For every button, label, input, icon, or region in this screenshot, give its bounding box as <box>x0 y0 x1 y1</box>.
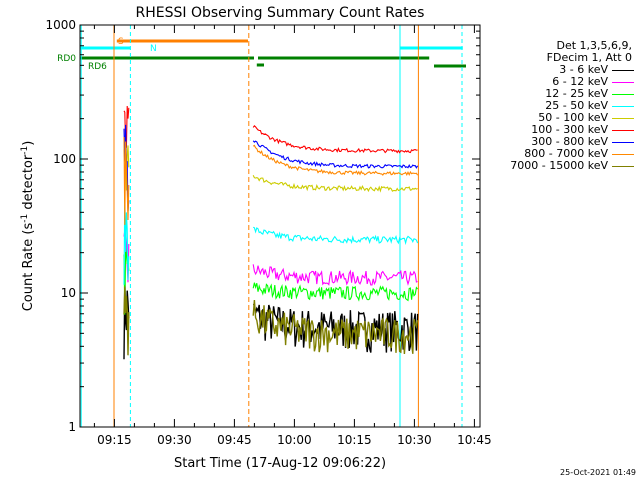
flag-bars <box>80 39 466 68</box>
x-tick-label: 10:00 <box>277 433 312 447</box>
y-tick-label: 1000 <box>45 18 76 32</box>
legend-entry: 100 - 300 keV <box>490 124 638 136</box>
legend-entry-label: 12 - 25 keV <box>545 87 608 100</box>
y-axis-label: Count Rate (s-1 detector-1) <box>20 141 36 312</box>
legend: Det 1,3,5,6,9, FDecim 1, Att 0 3 - 6 keV… <box>490 40 638 172</box>
legend-header-line-2: FDecim 1, Att 0 <box>546 51 632 64</box>
legend-entry: 12 - 25 keV <box>490 88 638 100</box>
x-axis-label: Start Time (17-Aug-12 09:06:22) <box>174 456 386 471</box>
x-tick-label: 09:30 <box>157 433 192 447</box>
x-tick-label: 09:45 <box>217 433 252 447</box>
flag-label-rd0: RD0 <box>57 54 76 64</box>
legend-entry-label: 300 - 800 keV <box>531 135 608 148</box>
y-tick-label: 10 <box>61 286 76 300</box>
legend-swatch <box>612 153 634 155</box>
legend-entry-label: 7000 - 15000 keV <box>510 159 608 172</box>
legend-entry: 3 - 6 keV <box>490 64 638 76</box>
legend-swatch <box>612 141 634 143</box>
flag-label-n: N <box>150 44 157 54</box>
legend-swatch <box>612 165 634 167</box>
x-tick-label: 09:15 <box>97 433 132 447</box>
flag-label-s: S <box>118 37 124 47</box>
series-line-0 <box>123 280 419 360</box>
legend-entry-label: 3 - 6 keV <box>559 63 608 76</box>
flag-label-rd6: RD6 <box>88 62 107 72</box>
y-tick-label: 1 <box>68 420 76 434</box>
legend-swatch <box>612 81 634 83</box>
series-line-8 <box>123 286 419 356</box>
x-tick-label: 10:45 <box>457 433 492 447</box>
series-line-4 <box>123 143 418 193</box>
legend-swatch <box>612 117 634 119</box>
axes: 1 10 100 1000 09:15 09:30 09:45 10:00 10:15 10:30… <box>45 18 491 447</box>
legend-entry-label: 100 - 300 keV <box>531 123 608 136</box>
legend-entry: 6 - 12 keV <box>490 76 638 88</box>
time-markers <box>80 25 463 427</box>
footer-timestamp: 25-Oct-2021 01:49 <box>560 468 636 477</box>
legend-swatch <box>612 93 634 95</box>
legend-entry: 7000 - 15000 keV <box>490 160 638 172</box>
series-line-6 <box>123 124 419 212</box>
x-tick-label: 10:30 <box>397 433 432 447</box>
plot-frame <box>79 24 481 428</box>
legend-entry: 800 - 7000 keV <box>490 148 638 160</box>
series-lines <box>123 105 419 360</box>
y-tick-label: 100 <box>53 152 76 166</box>
legend-entry-label: 50 - 100 keV <box>538 111 608 124</box>
x-tick-label: 10:15 <box>337 433 372 447</box>
legend-entry: 300 - 800 keV <box>490 136 638 148</box>
chart-title: RHESSI Observing Summary Count Rates <box>136 5 425 21</box>
legend-swatch <box>612 69 634 71</box>
legend-swatch <box>612 129 634 131</box>
series-line-3 <box>123 193 419 285</box>
series-line-5 <box>123 105 418 154</box>
legend-entry: 25 - 50 keV <box>490 100 638 112</box>
legend-entry: 50 - 100 keV <box>490 112 638 124</box>
legend-entry-label: 25 - 50 keV <box>545 99 608 112</box>
legend-entry-label: 800 - 7000 keV <box>524 147 608 160</box>
series-line-7 <box>123 136 419 225</box>
legend-swatch <box>612 105 634 107</box>
legend-entry-label: 6 - 12 keV <box>552 75 608 88</box>
legend-header-line-1: Det 1,3,5,6,9, <box>556 39 632 52</box>
